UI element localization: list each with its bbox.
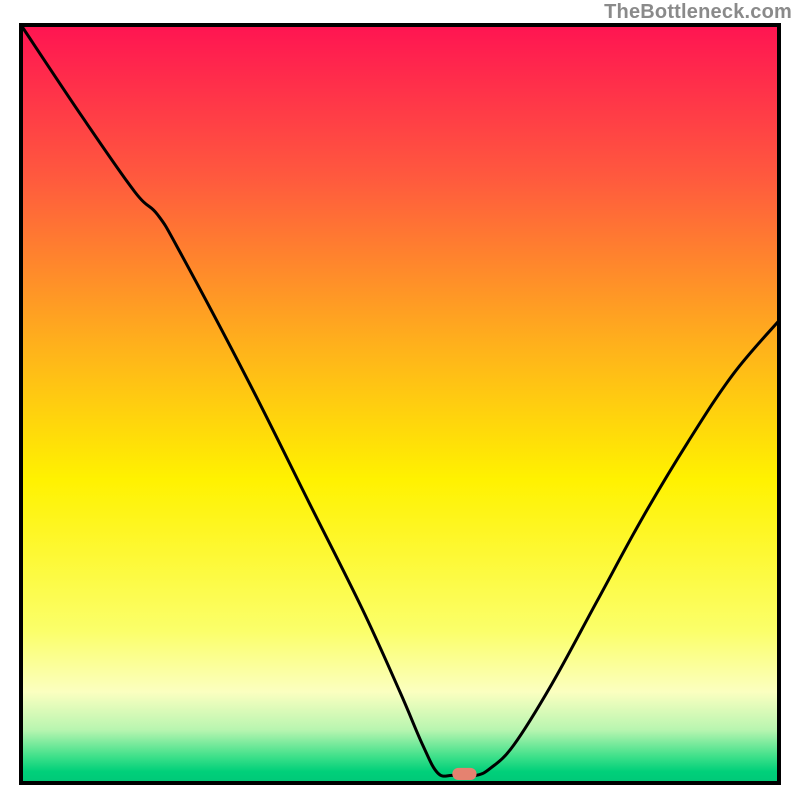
optimal-marker	[452, 768, 476, 780]
bottleneck-chart-svg	[0, 0, 800, 800]
watermark-text: TheBottleneck.com	[604, 0, 792, 24]
chart-container: TheBottleneck.com	[0, 0, 800, 800]
gradient-background	[21, 25, 779, 783]
